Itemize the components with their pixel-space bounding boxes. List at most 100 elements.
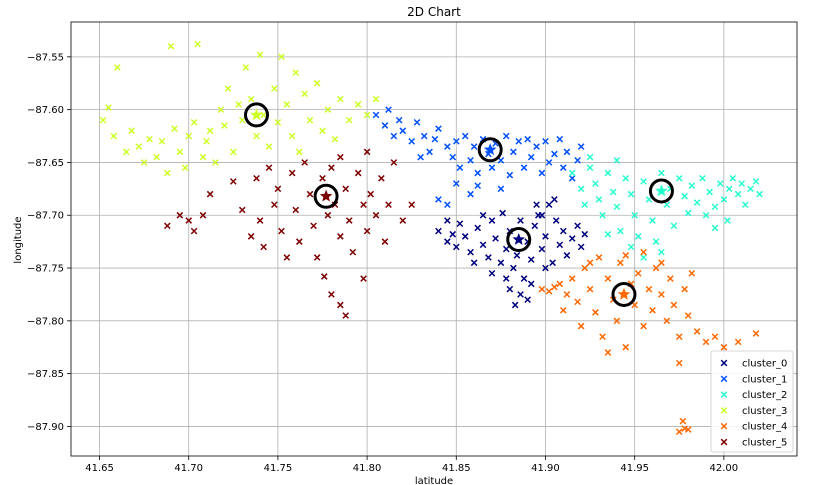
data-point — [652, 238, 660, 245]
centroid-star — [250, 108, 263, 121]
data-point — [725, 185, 733, 193]
x-tick-label: 41.65 — [85, 463, 114, 474]
data-point — [461, 132, 469, 140]
data-point — [265, 143, 273, 150]
data-point — [354, 101, 362, 108]
data-point — [563, 291, 571, 298]
data-point — [390, 132, 398, 140]
data-point — [122, 148, 130, 156]
data-point — [185, 217, 193, 224]
data-point — [431, 135, 439, 143]
data-point — [675, 428, 683, 436]
data-point — [499, 209, 507, 217]
data-point — [349, 248, 357, 256]
y-tick-label: −87.85 — [27, 369, 64, 380]
data-point — [485, 254, 492, 261]
data-point — [253, 132, 260, 140]
data-point — [456, 220, 464, 228]
data-point — [658, 169, 665, 177]
data-point — [488, 269, 496, 277]
data-point — [506, 285, 514, 293]
data-point — [640, 248, 647, 256]
data-point — [517, 217, 524, 224]
data-point — [235, 101, 243, 108]
data-point — [337, 301, 344, 309]
data-point — [595, 254, 603, 261]
series-cluster_0 — [435, 196, 589, 309]
data-point — [217, 106, 225, 113]
data-point — [247, 233, 255, 240]
data-point — [467, 248, 474, 256]
data-point — [265, 164, 273, 172]
data-point — [577, 243, 585, 251]
grid-lines — [71, 22, 797, 456]
centroid-ring — [506, 227, 532, 253]
data-point — [292, 69, 300, 77]
data-point — [435, 227, 442, 235]
centroid-marker — [611, 281, 637, 307]
data-point — [337, 95, 344, 103]
data-point — [581, 264, 589, 272]
data-point — [711, 333, 719, 341]
data-point — [367, 190, 375, 198]
data-point — [381, 122, 389, 129]
data-point — [533, 143, 540, 150]
data-point — [724, 217, 731, 224]
data-point — [502, 245, 510, 253]
data-point — [354, 169, 362, 177]
data-point — [181, 164, 189, 172]
plot-frame — [70, 21, 798, 457]
data-point — [372, 211, 380, 219]
data-point — [604, 169, 612, 177]
centroid-marker — [244, 102, 270, 128]
data-point — [693, 199, 701, 206]
data-point — [604, 275, 612, 282]
data-point — [592, 309, 599, 316]
data-point — [479, 211, 487, 219]
data-point — [110, 132, 118, 140]
data-point — [342, 185, 350, 193]
legend-entry: cluster_2 — [720, 390, 787, 401]
data-point — [420, 132, 428, 140]
data-point — [658, 291, 665, 298]
data-point — [488, 217, 496, 224]
centroid-star — [655, 184, 668, 197]
series-cluster_2 — [568, 153, 763, 261]
data-point — [385, 201, 392, 209]
data-point — [595, 196, 603, 203]
x-tick-label: 41.90 — [531, 463, 560, 474]
data-point — [741, 201, 749, 209]
data-point — [720, 196, 728, 203]
x-tick-label: 41.70 — [174, 463, 203, 474]
data-point — [328, 164, 335, 172]
data-point — [470, 259, 478, 267]
data-point — [271, 201, 278, 209]
data-point — [337, 153, 344, 161]
data-point — [563, 252, 571, 259]
centroid-star — [319, 189, 333, 202]
data-point — [212, 159, 219, 166]
legend-entry: cluster_4 — [720, 422, 787, 433]
data-point — [435, 196, 442, 203]
data-point — [313, 254, 321, 261]
data-point — [513, 252, 521, 259]
data-point — [444, 143, 451, 150]
data-point — [577, 143, 585, 150]
data-point — [510, 264, 517, 272]
data-point — [551, 196, 558, 203]
series-cluster_3 — [99, 40, 380, 177]
data-point — [417, 153, 424, 161]
data-point — [738, 180, 746, 187]
data-point — [688, 182, 696, 190]
data-point — [622, 174, 630, 182]
legend-label: cluster_5 — [742, 438, 787, 449]
data-point — [568, 174, 576, 182]
data-point — [506, 171, 514, 179]
data-point — [474, 182, 482, 190]
data-point — [670, 222, 678, 230]
data-point — [274, 185, 282, 193]
legend-marker — [720, 375, 728, 383]
data-point — [99, 116, 107, 124]
data-point — [278, 227, 285, 235]
